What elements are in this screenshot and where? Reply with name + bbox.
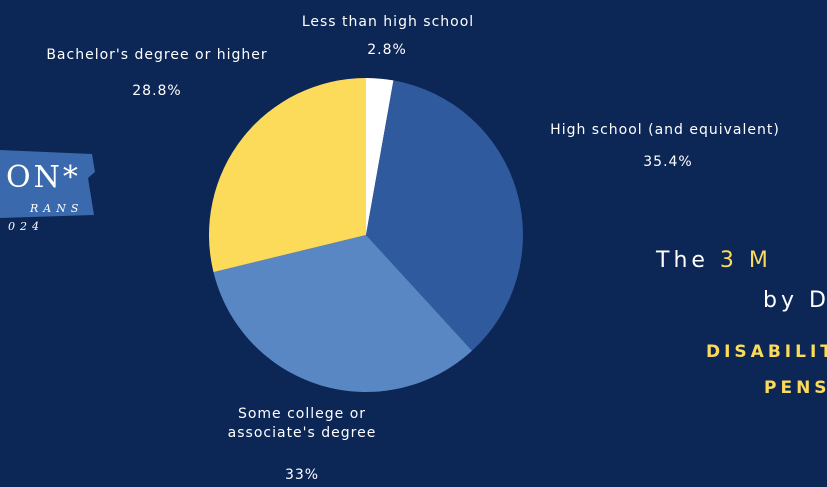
- heading: by D: [763, 288, 827, 313]
- value-label: 35.4%: [643, 154, 693, 170]
- value-label: 2.8%: [367, 42, 407, 58]
- heading-text: The: [656, 248, 709, 273]
- logo-patch: [0, 150, 95, 218]
- category-label: High school (and equivalent): [550, 122, 780, 138]
- value-label: 28.8%: [132, 83, 182, 99]
- pie-slice: [208, 78, 366, 273]
- heading-highlight: 3 M: [719, 248, 772, 273]
- category-label: Bachelor's degree or higher: [46, 47, 268, 63]
- category-label: Some college or associate's degree: [227, 406, 377, 441]
- pie-slice: [366, 78, 394, 235]
- subheading: DISABILITY: [706, 342, 827, 362]
- value-label: 33%: [284, 467, 320, 483]
- pie-slice: [366, 80, 523, 351]
- logo-text: RANS: [30, 202, 84, 215]
- logo-text: 024: [8, 220, 44, 233]
- category-label: Less than high school: [301, 14, 475, 30]
- subheading: PENS: [764, 378, 827, 398]
- pie-slice: [213, 235, 473, 393]
- logo-text: ON*: [6, 160, 81, 195]
- heading: The 3 M: [656, 248, 772, 273]
